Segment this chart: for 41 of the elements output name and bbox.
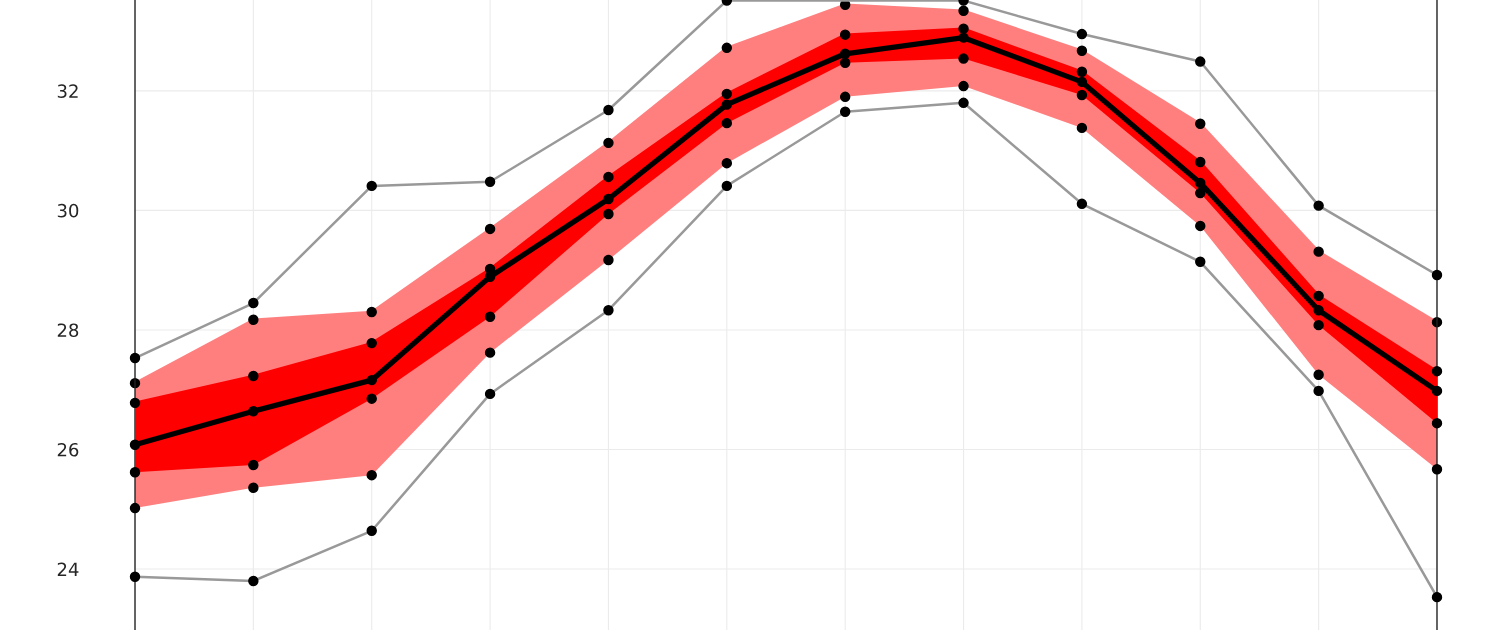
- point: [1313, 369, 1324, 380]
- point: [839, 48, 851, 60]
- point: [484, 311, 496, 323]
- point: [721, 157, 733, 169]
- y-tick-label: 24: [57, 562, 79, 576]
- y-tick-label: 32: [57, 84, 78, 98]
- point: [958, 53, 969, 64]
- point: [484, 347, 496, 358]
- point: [366, 393, 377, 404]
- point: [1431, 464, 1443, 475]
- point: [1431, 385, 1443, 397]
- y-tick-label: 26: [57, 442, 79, 457]
- point: [603, 254, 614, 266]
- point: [958, 80, 969, 92]
- point: [248, 406, 259, 417]
- y-tick-label: 30: [57, 203, 79, 218]
- point: [248, 482, 259, 493]
- y-tick-label: 28: [57, 323, 79, 338]
- point: [1076, 89, 1088, 101]
- point: [1195, 220, 1206, 232]
- point: [958, 32, 969, 43]
- point: [1076, 122, 1088, 134]
- point: [129, 466, 141, 478]
- point: [603, 193, 614, 205]
- point: [248, 459, 259, 471]
- point: [1313, 319, 1324, 331]
- point: [1076, 76, 1088, 88]
- point: [839, 57, 851, 68]
- point: [1195, 177, 1206, 189]
- point: [1431, 417, 1443, 429]
- point: [129, 502, 141, 514]
- point: [1313, 305, 1324, 316]
- point: [129, 439, 141, 450]
- point: [721, 99, 733, 110]
- point: [839, 91, 851, 103]
- point: [1195, 187, 1206, 199]
- point: [484, 271, 496, 282]
- point: [366, 469, 377, 481]
- point: [721, 117, 733, 129]
- point: [366, 374, 377, 386]
- point: [603, 208, 614, 220]
